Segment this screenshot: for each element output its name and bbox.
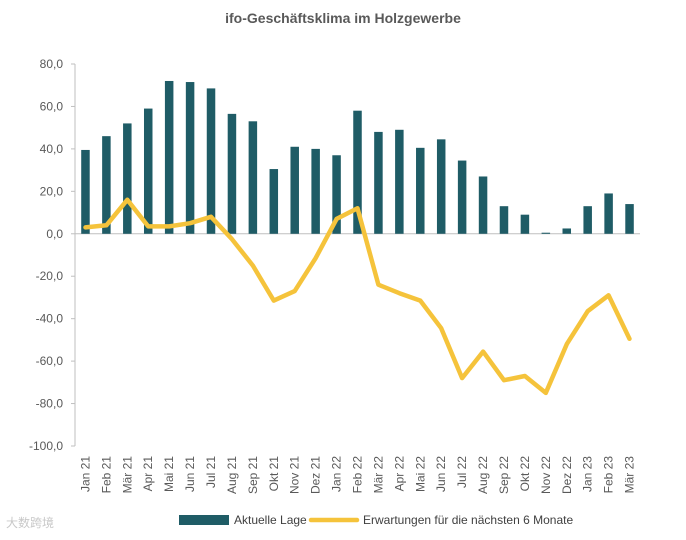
- x-tick-label: Jul 21: [204, 456, 218, 488]
- bar-aktuelle-lage: [353, 110, 362, 234]
- legend-swatch-aktuelle-lage: [179, 515, 229, 525]
- bar-aktuelle-lage: [436, 139, 446, 234]
- bar-aktuelle-lage: [164, 80, 174, 234]
- legend-label-erwartungen: Erwartungen für die nächsten 6 Monate: [363, 513, 573, 527]
- x-tick-label: Aug 22: [476, 456, 490, 494]
- x-tick-label: Mai 22: [413, 456, 427, 492]
- bar-aktuelle-lage: [123, 123, 132, 234]
- x-tick-label: Jun 21: [183, 456, 197, 492]
- bar-aktuelle-lage: [583, 206, 592, 234]
- x-tick-label: Mär 22: [371, 456, 385, 494]
- bar-aktuelle-lage: [81, 149, 90, 234]
- axis-layer: 80,0 60,0 40,0 20,0 0,0 -20,0 -40,0 -60,0 -80,0 -…: [29, 57, 640, 453]
- x-tick-label: Nov 22: [539, 456, 553, 494]
- y-tick-label: -100,0: [29, 439, 63, 453]
- y-tick-label: 40,0: [40, 142, 64, 156]
- legend-label-aktuelle-lage: Aktuelle Lage: [234, 513, 307, 527]
- bar-aktuelle-lage: [227, 113, 237, 234]
- x-tick-label: Apr 22: [392, 456, 406, 492]
- x-tick-label: Nov 21: [288, 456, 302, 494]
- x-tick-label: Aug 21: [225, 456, 239, 494]
- bar-aktuelle-lage: [248, 121, 258, 234]
- bar-aktuelle-lage: [625, 204, 634, 234]
- bars-layer: [81, 80, 634, 234]
- bar-aktuelle-lage: [478, 176, 488, 234]
- bar-aktuelle-lage: [290, 146, 299, 234]
- watermark: 大数跨境: [6, 516, 55, 530]
- y-tick-label: 0,0: [46, 227, 63, 241]
- x-tick-label: Mai 21: [162, 456, 176, 492]
- x-tick-label: Mär 23: [623, 456, 637, 494]
- x-tick-labels: Jan 21 Feb 21 Mär 21 Apr 21 Mai 21 Jun 21 Jul …: [78, 456, 636, 494]
- x-tick-label: Dez 22: [560, 456, 574, 494]
- legend: Aktuelle Lage Erwartungen für die nächst…: [179, 513, 573, 527]
- bar-aktuelle-lage: [562, 228, 572, 234]
- bar-aktuelle-lage: [416, 147, 425, 234]
- line-layer: [83, 197, 632, 396]
- bar-aktuelle-lage: [143, 108, 153, 234]
- x-tick-label: Jan 22: [330, 456, 344, 492]
- bar-aktuelle-lage: [185, 82, 195, 234]
- bar-aktuelle-lage: [457, 160, 467, 234]
- y-tick-label: -60,0: [36, 354, 64, 368]
- y-tick-label: -80,0: [36, 397, 64, 411]
- y-tick-label: 20,0: [40, 184, 64, 198]
- bar-aktuelle-lage: [206, 88, 216, 234]
- bar-aktuelle-lage: [374, 131, 383, 234]
- y-tick-label: 60,0: [40, 99, 64, 113]
- bar-aktuelle-lage: [499, 206, 509, 234]
- x-tick-label: Okt 22: [518, 456, 532, 492]
- x-tick-label: Jul 22: [455, 456, 469, 488]
- x-tick-label: Sep 21: [246, 456, 260, 494]
- x-tick-label: Jun 22: [434, 456, 448, 492]
- x-tick-label: Dez 21: [309, 456, 323, 494]
- bar-aktuelle-lage: [332, 155, 341, 234]
- x-tick-label: Apr 21: [141, 456, 155, 492]
- line-erwartungen: [83, 197, 632, 396]
- bar-aktuelle-lage: [604, 193, 613, 234]
- bar-aktuelle-lage: [395, 129, 404, 234]
- bar-aktuelle-lage: [269, 169, 279, 234]
- x-tick-label: Mär 21: [120, 456, 134, 494]
- x-tick-label: Sep 22: [497, 456, 511, 494]
- bar-aktuelle-lage: [311, 148, 320, 234]
- x-tick-label: Okt 21: [267, 456, 281, 492]
- x-tick-label: Jan 21: [78, 456, 92, 492]
- y-tick-label: -20,0: [36, 269, 64, 283]
- bar-aktuelle-lage: [102, 136, 111, 234]
- bar-aktuelle-lage: [541, 232, 551, 234]
- x-tick-label: Feb 23: [602, 456, 616, 494]
- bar-aktuelle-lage: [520, 214, 530, 234]
- y-tick-label: 80,0: [40, 57, 64, 71]
- chart-title: ifo-Geschäftsklima im Holzgewerbe: [225, 10, 461, 26]
- y-tick-label: -40,0: [36, 312, 64, 326]
- x-tick-label: Feb 22: [351, 456, 365, 494]
- x-tick-label: Jan 23: [581, 456, 595, 492]
- x-tick-label: Feb 21: [99, 456, 113, 494]
